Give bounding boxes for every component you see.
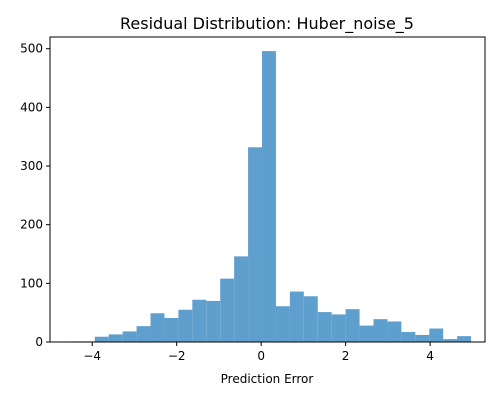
histogram-bar <box>248 147 263 342</box>
plot-frame <box>49 36 486 343</box>
chart-title: Residual Distribution: Huber_noise_5 <box>120 14 414 34</box>
histogram-bar <box>331 314 346 342</box>
histogram-bar <box>150 313 165 342</box>
histogram-bar <box>303 296 318 342</box>
histogram-bar <box>122 331 137 342</box>
histogram-bar <box>136 326 151 342</box>
x-tick-label: 0 <box>257 349 265 363</box>
histogram-bar <box>387 321 402 342</box>
histogram-bar <box>164 317 179 342</box>
histogram-bar <box>289 291 304 342</box>
histogram-bar <box>108 334 123 343</box>
y-tick-label: 400 <box>20 100 43 114</box>
histogram-bar <box>373 319 388 343</box>
histogram-bar <box>206 300 221 342</box>
y-tick-label: 500 <box>20 42 43 56</box>
histogram-bar <box>275 306 290 342</box>
histogram-bar <box>192 299 207 342</box>
y-tick-label: 200 <box>20 218 43 232</box>
histogram-bar <box>415 334 430 342</box>
histogram-bar <box>178 309 193 342</box>
y-tick-label: 100 <box>20 276 43 290</box>
y-tick-label: 0 <box>35 335 43 349</box>
x-axis-ticks: −4 −2 0 2 4 <box>83 342 434 363</box>
x-tick-label: 4 <box>426 349 434 363</box>
histogram-bar <box>401 332 416 342</box>
histogram-bar <box>457 336 472 342</box>
histogram-bar <box>234 256 249 342</box>
histogram-bar <box>359 325 374 342</box>
histogram-bar <box>429 328 444 342</box>
x-tick-label: 2 <box>342 349 350 363</box>
y-axis-ticks: 0 100 200 300 400 500 <box>20 42 50 349</box>
histogram-bar <box>220 278 235 342</box>
y-tick-label: 300 <box>20 159 43 173</box>
histogram-bar <box>345 309 360 342</box>
bars-group <box>66 51 472 343</box>
histogram-bar <box>443 339 458 342</box>
histogram-bar <box>94 336 109 342</box>
histogram-bar <box>317 312 332 342</box>
histogram-bar <box>262 51 276 342</box>
x-axis-label: Prediction Error <box>221 372 314 386</box>
x-tick-label: −4 <box>83 349 101 363</box>
x-tick-label: −2 <box>168 349 186 363</box>
